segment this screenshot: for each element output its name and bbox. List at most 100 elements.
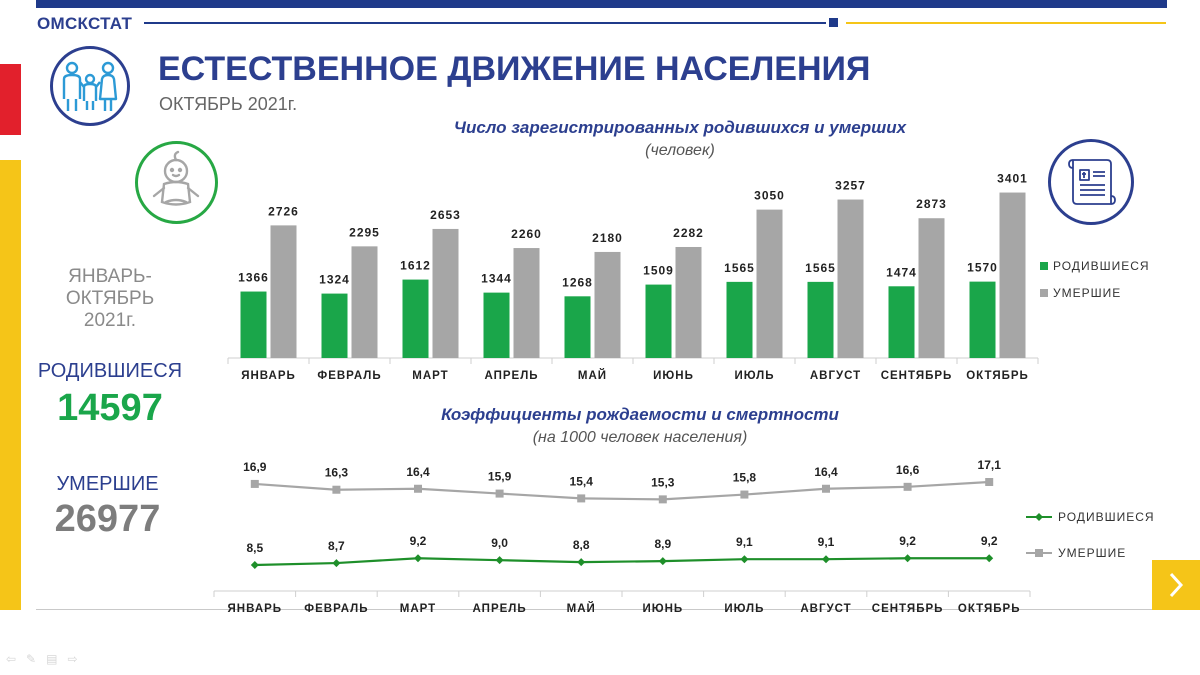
data-point-born bbox=[985, 554, 994, 563]
bar-chart-title: Число зарегистрированных родившихся и ум… bbox=[453, 118, 907, 137]
bar-born bbox=[402, 279, 429, 358]
x-tick-label: ИЮНЬ bbox=[642, 603, 683, 615]
data-label-born: 8,5 bbox=[246, 541, 263, 555]
data-label-died: 15,9 bbox=[488, 470, 512, 484]
data-point-died bbox=[740, 490, 749, 499]
data-point-born bbox=[822, 555, 830, 564]
data-point-born bbox=[495, 556, 504, 565]
bar-value-label: 2653 bbox=[430, 208, 461, 222]
bar-value-label: 2873 bbox=[916, 197, 947, 211]
bar-died bbox=[513, 248, 540, 358]
data-label-born: 8,7 bbox=[328, 539, 345, 553]
bar-born bbox=[969, 281, 996, 358]
footer-rule bbox=[36, 609, 1167, 610]
bar-value-label: 3050 bbox=[754, 189, 785, 203]
brand-logo-text: ОМСКСТАТ bbox=[37, 14, 133, 33]
bar-died bbox=[432, 228, 459, 358]
data-point-died bbox=[577, 494, 586, 503]
data-point-died bbox=[985, 478, 994, 486]
bar-died bbox=[351, 246, 378, 358]
x-tick-label: МАЙ bbox=[567, 602, 596, 615]
data-label-died: 16,4 bbox=[406, 465, 430, 479]
summary-period: ЯНВАРЬ- ОКТЯБРЬ 2021г. bbox=[40, 266, 180, 332]
x-tick-label: АПРЕЛЬ bbox=[484, 370, 538, 382]
bar-value-label: 1570 bbox=[967, 261, 998, 275]
legend-born: РОДИВШИЕСЯ bbox=[1040, 259, 1150, 273]
bar-died bbox=[918, 218, 945, 358]
next-slide-button[interactable] bbox=[1152, 560, 1200, 610]
bar-died bbox=[999, 192, 1026, 358]
data-label-died: 15,3 bbox=[651, 475, 675, 489]
data-point-born bbox=[658, 557, 667, 566]
bar-value-label: 1565 bbox=[805, 261, 836, 275]
data-point-born bbox=[250, 561, 259, 569]
data-label-born: 9,2 bbox=[410, 534, 427, 548]
x-tick-label: ЯНВАРЬ bbox=[241, 370, 296, 382]
page-subtitle: ОКТЯБРЬ 2021г. bbox=[159, 94, 298, 114]
data-label-born: 9,2 bbox=[981, 534, 998, 548]
bar-chart-subtitle: (человек) bbox=[645, 142, 715, 159]
data-point-born bbox=[577, 558, 586, 567]
x-tick-label: МАЙ bbox=[578, 369, 607, 382]
x-tick-label: ИЮЛЬ bbox=[734, 370, 774, 382]
bar-born bbox=[807, 281, 834, 358]
page-title: ЕСТЕСТВЕННОЕ ДВИЖЕНИЕ НАСЕЛЕНИЯ bbox=[158, 50, 871, 88]
summary-born-value: 14597 bbox=[57, 387, 163, 429]
x-tick-label: МАРТ bbox=[400, 603, 436, 615]
data-point-died bbox=[903, 482, 912, 491]
data-label-died: 15,8 bbox=[733, 471, 757, 485]
bar-died bbox=[675, 246, 702, 358]
x-tick-label: ОКТЯБРЬ bbox=[958, 603, 1021, 615]
bar-born bbox=[240, 291, 267, 358]
data-label-died: 15,4 bbox=[570, 474, 594, 488]
bar-value-label: 2282 bbox=[673, 226, 704, 240]
chevron-right-icon bbox=[1169, 572, 1184, 598]
legend-swatch-died bbox=[1040, 289, 1048, 297]
bar-born bbox=[888, 286, 915, 358]
data-point-died bbox=[822, 484, 830, 493]
line-legend-markers bbox=[1026, 513, 1052, 557]
data-label-born: 8,9 bbox=[654, 537, 671, 551]
data-label-died: 17,1 bbox=[978, 458, 1002, 472]
data-label-born: 9,0 bbox=[491, 536, 508, 550]
bar-value-label: 1324 bbox=[319, 273, 350, 287]
bar-born bbox=[483, 292, 510, 358]
legend-swatch-born bbox=[1040, 262, 1048, 270]
line-legend-died: УМЕРШИЕ bbox=[1058, 546, 1127, 560]
bar-value-label: 2180 bbox=[592, 231, 623, 245]
bar-born bbox=[645, 284, 672, 358]
header-rule-accent bbox=[846, 22, 1166, 24]
line-chart: 8,5 8,7 9,2 9,0 8,8 8,9 9,1 9,1 9,2 9,2 16,9 16,3 16… bbox=[213, 458, 1031, 615]
summary-born-label: РОДИВШИЕСЯ bbox=[37, 360, 183, 382]
bar-value-label: 1509 bbox=[643, 264, 674, 278]
data-point-born bbox=[414, 554, 422, 563]
family-icon bbox=[50, 46, 130, 126]
data-label-born: 8,8 bbox=[573, 538, 590, 552]
side-band-red bbox=[0, 64, 21, 135]
data-label-died: 16,9 bbox=[243, 460, 267, 474]
bar-value-label: 1344 bbox=[481, 272, 512, 286]
presentation-toolbar[interactable]: ⇦✎▤⇨ bbox=[6, 652, 88, 666]
top-bar bbox=[36, 0, 1167, 8]
bar-died bbox=[837, 199, 864, 358]
bar-value-label: 1565 bbox=[724, 261, 755, 275]
legend-marker-died bbox=[1035, 549, 1043, 557]
series-line-died bbox=[254, 480, 990, 501]
data-point-died bbox=[658, 495, 667, 504]
period-line: ОКТЯБРЬ bbox=[65, 288, 155, 309]
x-tick-label: СЕНТЯБРЬ bbox=[872, 603, 944, 615]
summary-died-value: 26977 bbox=[54, 498, 161, 540]
x-tick-label: ФЕВРАЛЬ bbox=[304, 603, 368, 615]
data-point-born bbox=[332, 559, 341, 568]
document-icon bbox=[1048, 139, 1134, 225]
data-point-died bbox=[332, 485, 341, 494]
period-line: ЯНВАРЬ- bbox=[68, 266, 152, 287]
legend-label: УМЕРШИЕ bbox=[1053, 286, 1122, 300]
data-point-died bbox=[414, 484, 422, 493]
data-point-died bbox=[250, 479, 259, 488]
x-tick-label: ИЮНЬ bbox=[653, 370, 694, 382]
x-tick-label: АВГУСТ bbox=[800, 603, 851, 615]
bar-value-label: 3401 bbox=[997, 172, 1028, 186]
bar-value-label: 2260 bbox=[511, 227, 542, 241]
period-line: 2021г. bbox=[83, 310, 137, 331]
